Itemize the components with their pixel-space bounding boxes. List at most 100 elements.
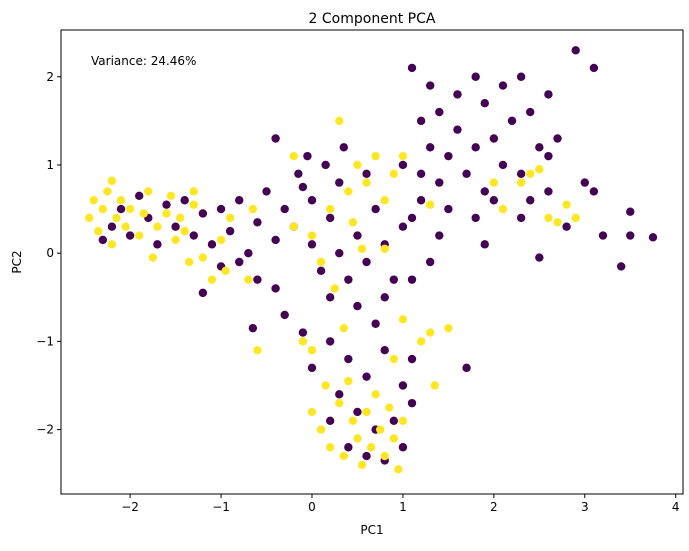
scatter-point <box>335 116 344 126</box>
scatter-point <box>125 231 135 240</box>
scatter-point <box>330 284 339 293</box>
scatter-point <box>544 213 553 223</box>
x-axis: −2 −1 0 1 2 3 4 <box>121 494 680 514</box>
scatter-point <box>335 398 344 408</box>
scatter-point <box>357 460 367 470</box>
scatter-point <box>389 416 399 425</box>
scatter-point <box>89 196 98 205</box>
scatter-point <box>175 213 185 223</box>
scatter-point <box>471 72 480 81</box>
scatter-point <box>489 178 499 187</box>
scatter-point <box>598 231 608 240</box>
scatter-point <box>344 275 353 284</box>
scatter-point <box>84 213 94 223</box>
scatter-point <box>626 231 635 240</box>
scatter-point <box>180 196 189 205</box>
scatter-point <box>353 407 362 417</box>
scatter-point <box>480 240 489 249</box>
scatter-point <box>516 169 526 178</box>
scatter-point <box>244 275 253 284</box>
scatter-point <box>535 165 544 174</box>
scatter-point <box>325 337 335 346</box>
scatter-point <box>125 204 135 214</box>
scatter-point <box>516 72 526 81</box>
scatter-point <box>353 231 362 240</box>
scatter-point <box>325 443 335 452</box>
scatter-point <box>98 235 108 245</box>
scatter-point <box>253 275 262 284</box>
scatter-point <box>303 151 312 161</box>
scatter-point <box>648 233 658 242</box>
scatter-point <box>562 222 571 231</box>
scatter-point <box>526 169 535 178</box>
scatter-point <box>325 416 335 425</box>
scatter-point <box>553 218 562 227</box>
scatter-point <box>339 451 349 461</box>
scatter-point <box>139 209 148 218</box>
scatter-point <box>348 416 358 425</box>
scatter-point <box>430 381 439 390</box>
scatter-point <box>398 160 408 170</box>
scatter-point <box>416 337 426 346</box>
scatter-point <box>344 354 353 364</box>
scatter-point <box>171 235 180 245</box>
scatter-point <box>471 143 480 152</box>
x-tick-label: −1 <box>212 500 230 514</box>
scatter-point <box>366 443 376 452</box>
scatter-point <box>307 231 317 240</box>
scatter-point <box>462 169 471 178</box>
scatter-point <box>489 196 499 205</box>
scatter-point <box>225 213 235 223</box>
scatter-point <box>253 346 262 355</box>
scatter-point <box>185 257 194 267</box>
scatter-point <box>407 213 417 223</box>
scatter-point <box>198 209 208 218</box>
scatter-point <box>107 222 117 231</box>
scatter-point <box>280 204 289 214</box>
scatter-point <box>498 81 508 90</box>
scatter-point <box>444 204 453 214</box>
scatter-point <box>380 451 389 461</box>
scatter-point <box>271 235 280 245</box>
scatter-point <box>153 240 162 249</box>
scatter-point <box>107 240 117 249</box>
scatter-point <box>198 253 208 262</box>
scatter-point <box>253 218 262 227</box>
y-tick-label: 1 <box>46 158 54 172</box>
scatter-point <box>544 90 553 99</box>
scatter-point <box>353 434 362 443</box>
scatter-point <box>225 226 235 236</box>
y-tick-label: 2 <box>46 70 54 84</box>
scatter-point <box>389 169 399 178</box>
variance-annotation: Variance: 24.46% <box>91 54 196 68</box>
scatter-point <box>380 293 389 302</box>
scatter-point <box>316 257 326 267</box>
scatter-point <box>389 434 399 443</box>
scatter-point <box>589 187 599 196</box>
scatter-point <box>298 337 308 346</box>
scatter-point <box>348 218 358 227</box>
scatter-point <box>357 244 367 253</box>
scatter-point <box>616 262 626 271</box>
scatter-point <box>262 187 271 196</box>
scatter-point <box>425 257 435 267</box>
scatter-point <box>425 328 435 337</box>
scatter-point <box>325 204 335 214</box>
y-tick-label: 0 <box>46 246 54 260</box>
scatter-point <box>516 178 526 187</box>
scatter-point <box>362 257 371 267</box>
scatter-point <box>339 143 349 152</box>
scatter-point <box>248 323 258 333</box>
scatter-point <box>398 315 408 324</box>
scatter-point <box>535 143 544 152</box>
scatter-point <box>325 293 335 302</box>
scatter-point <box>516 213 526 223</box>
scatter-point <box>394 465 403 474</box>
scatter-point <box>271 284 280 293</box>
scatter-point <box>235 196 244 205</box>
scatter-point <box>298 328 308 337</box>
x-tick-label: 1 <box>399 500 407 514</box>
scatter-point <box>380 196 389 205</box>
scatter-point <box>435 231 444 240</box>
